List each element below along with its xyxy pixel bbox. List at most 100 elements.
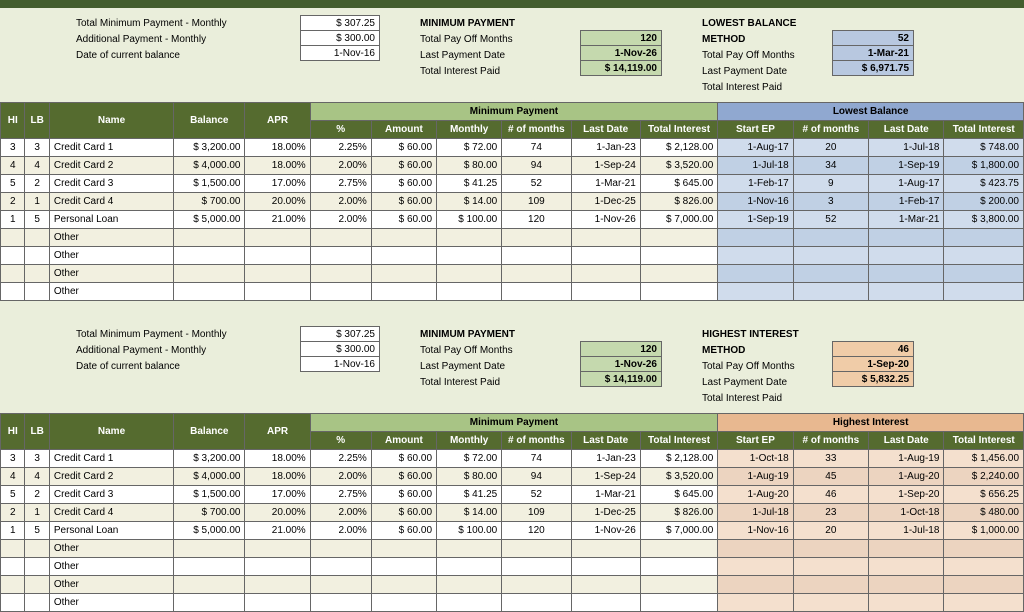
- cell-amount: $ 60.00: [371, 468, 436, 486]
- method-interest: $ 6,971.75: [832, 60, 914, 76]
- cell-monthly: $ 100.00: [437, 522, 502, 540]
- cell-totint: $ 3,520.00: [640, 157, 717, 175]
- minpay-months: 120: [580, 341, 662, 357]
- cell-hi: 4: [1, 468, 25, 486]
- cell-startep: 1-Nov-16: [718, 193, 793, 211]
- cell-pct: 2.00%: [310, 157, 371, 175]
- cell-totint: $ 645.00: [640, 175, 717, 193]
- val-addpay[interactable]: $ 300.00: [300, 30, 380, 46]
- cell-lastdate2: 1-Aug-19: [869, 450, 944, 468]
- cell-totint: $ 826.00: [640, 504, 717, 522]
- cell-startep: 1-Aug-17: [718, 139, 793, 157]
- col-apr: APR: [245, 103, 310, 139]
- cell-balance: $ 5,000.00: [174, 522, 245, 540]
- cell-nmonths2: 33: [793, 450, 868, 468]
- cell-lb: 4: [25, 468, 49, 486]
- cell-nmonths2: 20: [793, 139, 868, 157]
- cell-monthly: $ 100.00: [437, 211, 502, 229]
- cell-nmonths: 109: [502, 193, 571, 211]
- cell-lastdate2: 1-Oct-18: [869, 504, 944, 522]
- col-lastdate2: Last Date: [869, 432, 944, 450]
- table-row: 4 4 Credit Card 2 $ 4,000.00 18.00% 2.00…: [1, 468, 1024, 486]
- col-nmonths: # of months: [502, 432, 571, 450]
- table-row: Other: [1, 229, 1024, 247]
- cell-nmonths2: 9: [793, 175, 868, 193]
- minpay-interest: $ 14,119.00: [580, 60, 662, 76]
- val-addpay[interactable]: $ 300.00: [300, 341, 380, 357]
- cell-monthly: $ 41.25: [437, 486, 502, 504]
- cell-startep: 1-Feb-17: [718, 175, 793, 193]
- cell-monthly: $ 80.00: [437, 468, 502, 486]
- lbl-totoff2: Total Pay Off Months: [702, 48, 832, 64]
- cell-monthly: $ 14.00: [437, 504, 502, 522]
- cell-lb: 2: [25, 486, 49, 504]
- cell-totint: $ 645.00: [640, 486, 717, 504]
- cell-startep: 1-Aug-20: [718, 486, 793, 504]
- lbl-addpay: Additional Payment - Monthly: [76, 343, 300, 359]
- col-amount: Amount: [371, 432, 436, 450]
- cell-name: Personal Loan: [49, 522, 173, 540]
- cell-nmonths2: 3: [793, 193, 868, 211]
- minpay-months: 120: [580, 30, 662, 46]
- cell-name: Credit Card 4: [49, 504, 173, 522]
- cell-hi: 1: [1, 211, 25, 229]
- col-totint2: Total Interest: [944, 432, 1024, 450]
- cell-nmonths: 120: [502, 522, 571, 540]
- cell-nmonths2: 45: [793, 468, 868, 486]
- cell-startep: 1-Nov-16: [718, 522, 793, 540]
- col-pct: %: [310, 121, 371, 139]
- col-totint: Total Interest: [640, 121, 717, 139]
- col-amount: Amount: [371, 121, 436, 139]
- lbl-datecur: Date of current balance: [76, 48, 300, 64]
- cell-hi: 3: [1, 450, 25, 468]
- col-monthly: Monthly: [437, 121, 502, 139]
- cell-lb: 3: [25, 450, 49, 468]
- cell-amount: $ 60.00: [371, 193, 436, 211]
- cell-nmonths: 74: [502, 139, 571, 157]
- cell-lastdate: 1-Dec-25: [571, 193, 640, 211]
- cell-balance: $ 5,000.00: [174, 211, 245, 229]
- val-datecur[interactable]: 1-Nov-16: [300, 356, 380, 372]
- cell-hi: 3: [1, 139, 25, 157]
- lbl-lastpay: Last Payment Date: [420, 48, 580, 64]
- table-row: Other: [1, 558, 1024, 576]
- table-row: 3 3 Credit Card 1 $ 3,200.00 18.00% 2.25…: [1, 139, 1024, 157]
- cell-lastdate: 1-Mar-21: [571, 486, 640, 504]
- table-row: Other: [1, 247, 1024, 265]
- cell-startep: 1-Aug-19: [718, 468, 793, 486]
- method-months: 46: [832, 341, 914, 357]
- cell-monthly: $ 80.00: [437, 157, 502, 175]
- val-totminpay[interactable]: $ 307.25: [300, 15, 380, 31]
- col-lastdate: Last Date: [571, 432, 640, 450]
- debt-table: HI LB Name Balance APR Minimum Payment H…: [0, 413, 1024, 612]
- table-row: 2 1 Credit Card 4 $ 700.00 20.00% 2.00% …: [1, 504, 1024, 522]
- lbl-datecur: Date of current balance: [76, 359, 300, 375]
- cell-balance: $ 700.00: [174, 193, 245, 211]
- cell-balance: $ 1,500.00: [174, 175, 245, 193]
- col-lb: LB: [25, 414, 49, 450]
- cell-hi: 2: [1, 193, 25, 211]
- method-interest: $ 5,832.25: [832, 371, 914, 387]
- val-totminpay[interactable]: $ 307.25: [300, 326, 380, 342]
- lbl-totoff2: Total Pay Off Months: [702, 359, 832, 375]
- val-datecur[interactable]: 1-Nov-16: [300, 45, 380, 61]
- cell-totint2: $ 1,456.00: [944, 450, 1024, 468]
- cell-totint2: $ 748.00: [944, 139, 1024, 157]
- lbl-totminpay: Total Minimum Payment - Monthly: [76, 327, 300, 343]
- col-hi: HI: [1, 103, 25, 139]
- minpay-date: 1-Nov-26: [580, 45, 662, 61]
- cell-totint2: $ 3,800.00: [944, 211, 1024, 229]
- cell-balance: $ 4,000.00: [174, 157, 245, 175]
- cell-name: Credit Card 2: [49, 468, 173, 486]
- col-monthly: Monthly: [437, 432, 502, 450]
- cell-hi: 4: [1, 157, 25, 175]
- cell-lb: 5: [25, 211, 49, 229]
- cell-apr: 20.00%: [245, 504, 310, 522]
- hdr-minpay: MINIMUM PAYMENT: [420, 327, 580, 343]
- cell-lastdate2: 1-Aug-20: [869, 468, 944, 486]
- cell-totint2: $ 480.00: [944, 504, 1024, 522]
- summary-row: Total Minimum Payment - Monthly Addition…: [0, 8, 1024, 102]
- table-row: Other: [1, 540, 1024, 558]
- lbl-totint2: Total Interest Paid: [702, 391, 832, 407]
- col-nmonths: # of months: [502, 121, 571, 139]
